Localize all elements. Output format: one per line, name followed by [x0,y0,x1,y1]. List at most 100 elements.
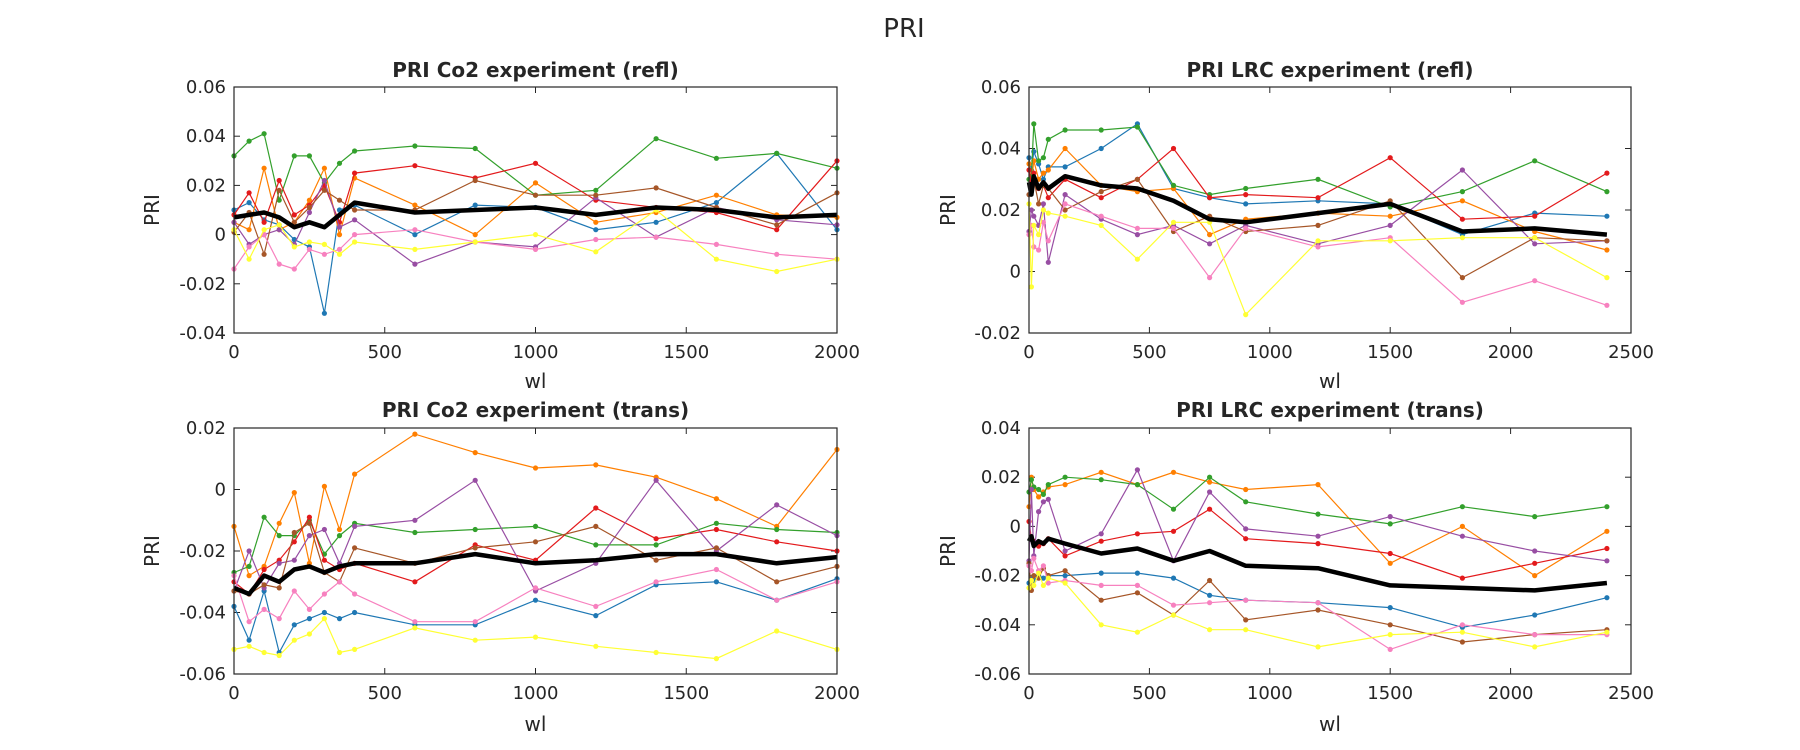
data-point [1604,629,1610,635]
data-point [1098,597,1104,603]
data-point [412,202,418,208]
data-point [306,239,312,245]
data-point [246,548,252,554]
data-point [1036,570,1042,576]
data-point [1387,521,1393,527]
data-point [306,520,312,526]
data-point [261,219,267,225]
data-point [1315,482,1321,488]
y-tick-label: -0.02 [179,274,226,295]
data-point [1604,275,1610,281]
data-point [653,649,659,656]
data-point [532,465,539,471]
data-point [532,539,539,545]
data-point [774,150,780,156]
y-tick-label: -0.04 [974,615,1021,636]
data-point [352,545,358,551]
data-point [774,628,780,634]
data-point [291,588,297,594]
data-point [1134,531,1140,537]
data-point [713,526,720,533]
data-point [1532,644,1538,650]
data-point [1040,207,1046,213]
data-point [1315,176,1321,182]
y-tick-label: 0 [1010,262,1021,283]
data-point [336,616,343,622]
data-point [261,131,267,137]
data-point [1459,189,1465,195]
data-point [1031,582,1037,589]
data-point [306,616,312,622]
data-point [1040,499,1046,505]
data-point [1459,216,1465,222]
data-point [1387,514,1393,520]
data-point [321,187,327,193]
data-point [1315,644,1321,650]
y-tick-label: 0.04 [981,139,1021,160]
data-point [261,514,267,520]
mean-line [1026,173,1608,237]
data-point [1387,213,1393,219]
data-point [713,656,720,662]
data-point [1045,136,1051,142]
data-point [291,490,297,496]
x-axis-label: wl [525,369,547,393]
data-point [412,261,418,267]
axes-box [233,86,838,334]
data-point [593,603,599,610]
data-point [1028,207,1034,213]
data-point [1170,528,1177,534]
data-point [412,163,418,169]
data-point [1532,612,1538,618]
data-point [352,217,358,223]
data-point [261,582,267,588]
data-point [412,529,418,536]
data-point [246,190,252,196]
data-point [1098,195,1104,201]
data-point [774,526,780,533]
data-point [306,533,312,539]
data-point [1134,629,1140,635]
data-point [1031,222,1037,228]
x-tick-label: 2000 [1488,683,1534,704]
mean-line [233,551,838,597]
data-point [321,241,327,247]
data-point [261,165,267,171]
data-point [1170,612,1177,618]
data-point [1315,511,1321,517]
subplot-co2-trans: PRI Co2 experiment (trans) wl PRI 0 500 10… [140,398,860,736]
data-point [1604,302,1610,308]
data-point [653,136,659,142]
data-point [1532,278,1538,284]
data-point [1134,225,1140,231]
data-point [1040,491,1046,497]
data-point [1315,244,1321,250]
data-point [593,187,599,193]
x-tick-label: 500 [1132,683,1166,704]
data-point [321,609,327,616]
data-point [412,579,418,585]
data-point [1036,232,1042,238]
data-point [1387,155,1393,161]
data-point [1045,580,1051,586]
y-tick-label: 0.02 [186,175,226,196]
data-point [1134,582,1140,589]
data-point [336,232,343,238]
data-point [532,246,539,252]
data-point [1207,195,1213,201]
data-point [472,177,478,184]
data-point [336,649,343,656]
data-point [276,227,282,233]
data-point [1459,523,1465,530]
data-point [352,232,358,238]
data-point [1243,486,1249,493]
data-point [1243,312,1249,318]
plot-area [1026,467,1610,653]
data-point [1036,486,1042,493]
data-point [713,155,720,161]
x-tick-label: 500 [1132,342,1166,363]
data-point [1532,573,1538,579]
data-point [1207,600,1213,606]
data-point [653,557,659,563]
data-point [1604,545,1610,552]
